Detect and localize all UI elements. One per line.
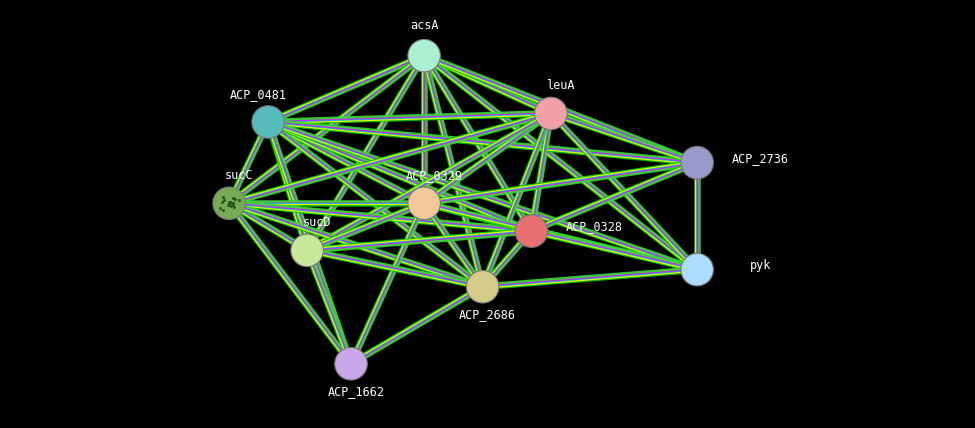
Circle shape: [515, 215, 548, 247]
Text: ACP_0329: ACP_0329: [406, 169, 462, 182]
Text: pyk: pyk: [750, 259, 771, 272]
Circle shape: [534, 97, 567, 130]
Text: sucD: sucD: [302, 216, 332, 229]
Circle shape: [252, 106, 285, 138]
Text: ACP_0328: ACP_0328: [566, 220, 623, 233]
Text: sucC: sucC: [224, 169, 254, 182]
Circle shape: [408, 39, 441, 72]
Circle shape: [334, 348, 368, 380]
Circle shape: [466, 270, 499, 303]
Circle shape: [408, 187, 441, 220]
Circle shape: [213, 187, 246, 220]
Circle shape: [681, 146, 714, 179]
Text: ACP_2736: ACP_2736: [732, 152, 789, 165]
Text: acsA: acsA: [410, 19, 439, 32]
Circle shape: [681, 253, 714, 286]
Text: ACP_0481: ACP_0481: [230, 88, 287, 101]
Circle shape: [291, 234, 324, 267]
Text: ACP_2686: ACP_2686: [459, 308, 516, 321]
Text: leuA: leuA: [546, 79, 575, 92]
Text: ACP_1662: ACP_1662: [328, 385, 384, 398]
